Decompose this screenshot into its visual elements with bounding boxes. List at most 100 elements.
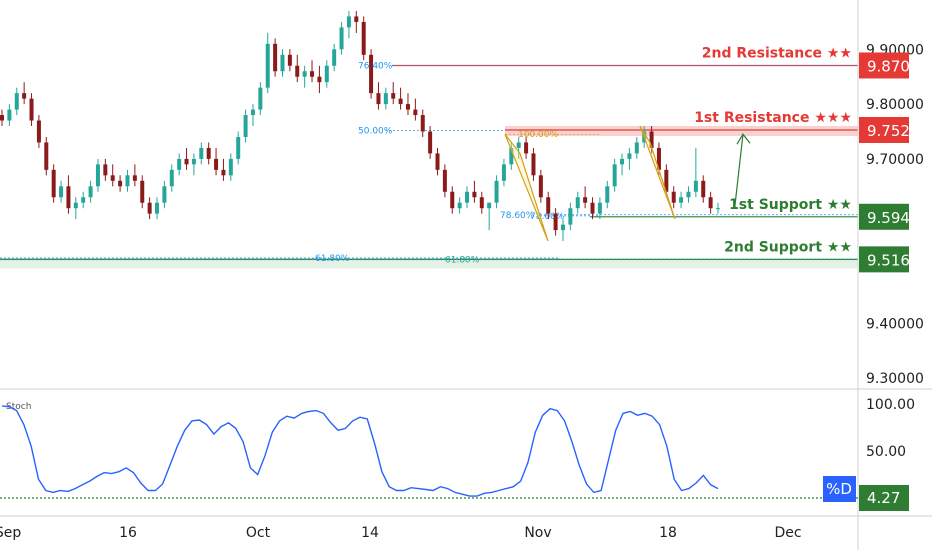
candle-body (125, 175, 130, 187)
candle-body (22, 93, 27, 99)
level-price-box (859, 203, 909, 230)
candle-body (361, 21, 366, 55)
candle-body (420, 115, 425, 132)
candle-body (206, 147, 211, 159)
candle-body (243, 115, 248, 137)
candle-body (199, 147, 204, 159)
price-boxes: 9.87049 9.75275 9.59432 9.51661 (859, 52, 929, 273)
candle-body (583, 197, 588, 203)
candle-body (568, 208, 573, 225)
candle-body (273, 43, 278, 72)
candle-body (383, 93, 388, 105)
level-price-text: 9.87049 (867, 57, 929, 75)
candle-body (339, 27, 344, 50)
candle-body (228, 158, 233, 176)
level-label: 1st Support ★★ (729, 197, 852, 213)
candle-body (553, 213, 558, 231)
candle-body (81, 197, 86, 203)
candle-body (310, 71, 315, 77)
candle-body (162, 186, 167, 203)
candle-body (501, 164, 506, 181)
candle-body (428, 131, 433, 154)
candle-body (317, 76, 322, 83)
stoch-series-label-box (823, 476, 856, 502)
stoch-title: Stoch (6, 402, 31, 412)
stoch-tick-label: 50.00 (866, 444, 906, 460)
candle-body (191, 158, 196, 165)
stoch-tick-label: 100.00 (866, 397, 915, 413)
candle-body (509, 147, 514, 165)
candle-body (51, 169, 56, 198)
candle-body (398, 98, 403, 105)
price-tick-label: 9.30000 (866, 371, 924, 387)
time-tick-label: Sep (0, 525, 21, 541)
candle-body (524, 142, 529, 154)
candle-body (287, 54, 292, 66)
level-price-box (859, 246, 909, 273)
candle-body (686, 191, 691, 198)
pattern-triangle (639, 125, 676, 220)
candle-body (14, 93, 19, 110)
candle-body (184, 158, 189, 165)
candle-body (465, 191, 470, 203)
stoch-axis-ticks: 100.00 50.00 (866, 397, 915, 460)
candle-body (612, 164, 617, 187)
level-price-text: 9.51661 (867, 251, 929, 269)
candle-body (36, 120, 41, 143)
candle-body (95, 164, 100, 187)
level-price-box (859, 52, 909, 79)
candle-body (73, 202, 78, 209)
level-label: 2nd Support ★★ (724, 239, 852, 255)
stoch-value-text: 4.27 (867, 489, 900, 507)
harmonic-patterns (504, 125, 751, 242)
time-tick-label: 18 (659, 525, 677, 541)
candle-body (649, 131, 654, 148)
candle-body (634, 142, 639, 154)
price-tick-label: 9.80000 (866, 97, 924, 113)
time-axis-ticks: Sep 16 Oct 14 Nov 18 Dec (0, 525, 802, 541)
candle-body (620, 158, 625, 165)
level-labels: 2nd Resistance ★★ 1st Resistance ★★★ 1st S… (694, 45, 852, 255)
candle-body (575, 197, 580, 209)
level-price-text: 9.59432 (867, 209, 929, 227)
candle-body (487, 202, 492, 209)
candle-body (280, 54, 285, 72)
fib-label: 61.80% (445, 256, 480, 266)
candle-body (671, 191, 676, 203)
projection-arrow (734, 134, 744, 206)
time-tick-label: Dec (774, 525, 801, 541)
pattern-triangle (504, 133, 549, 242)
candle-body (708, 197, 713, 209)
fib-label: 78.60% (500, 211, 535, 221)
candle-body (376, 93, 381, 105)
candle-body (118, 180, 123, 187)
candle-body (324, 65, 329, 83)
candle-body (450, 191, 455, 209)
candle-body (369, 54, 374, 94)
level-price-box (859, 116, 909, 143)
candle-body (516, 142, 521, 148)
candle-body (627, 153, 632, 159)
candle-body (29, 98, 34, 121)
candle-body (693, 180, 698, 192)
price-tick-label: 9.40000 (866, 316, 924, 332)
candle-body (258, 87, 263, 110)
candle-body (605, 186, 610, 203)
fib-label: 100.00% (518, 130, 558, 140)
resistance-zone (505, 125, 858, 136)
stoch-d-line (1, 405, 719, 497)
fib-label: 78.60% (530, 212, 565, 222)
fib-label: 61.80% (315, 254, 350, 264)
candle-body (479, 197, 484, 209)
candle-body (597, 202, 602, 214)
candle-body (332, 49, 337, 66)
stoch-boxes: %D 4.27 (823, 476, 909, 511)
candle-body (457, 202, 462, 209)
candle-body (346, 16, 351, 28)
candle-body (44, 142, 49, 170)
candle-body (391, 93, 396, 99)
candle-body (132, 175, 137, 181)
candle-body (716, 208, 720, 210)
price-tick-label: 9.70000 (866, 152, 924, 168)
